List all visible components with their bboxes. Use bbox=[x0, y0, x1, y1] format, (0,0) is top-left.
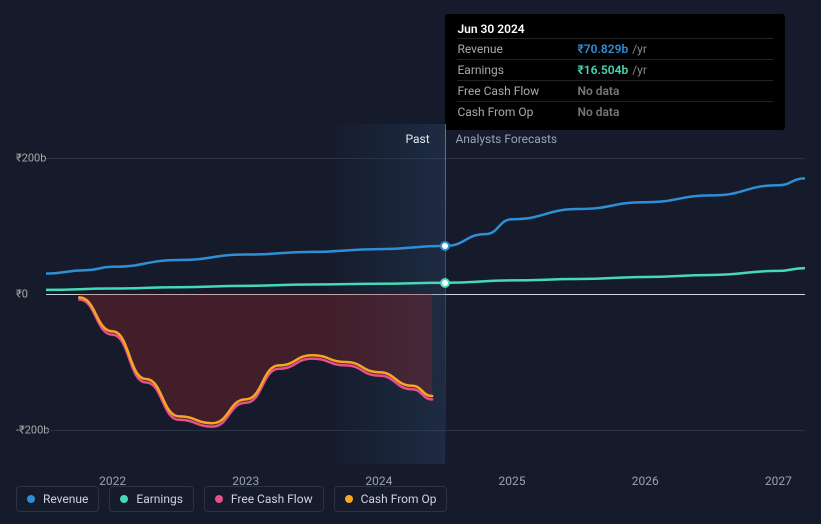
legend-toggle[interactable]: Cash From Op bbox=[334, 486, 448, 512]
legend-dot-icon bbox=[120, 495, 128, 503]
legend-label: Revenue bbox=[43, 492, 88, 506]
y-axis-tick: -₹200b bbox=[16, 424, 49, 437]
tooltip-row: Revenue₹70.829b/yr bbox=[457, 38, 773, 59]
tooltip-metric-value: No data bbox=[577, 84, 619, 98]
tooltip-metric-suffix: /yr bbox=[632, 42, 647, 56]
tooltip-row: Earnings₹16.504b/yr bbox=[457, 59, 773, 80]
x-axis-tick: 2027 bbox=[765, 474, 792, 488]
tooltip-metric-label: Cash From Op bbox=[457, 105, 577, 119]
tooltip-metric-label: Revenue bbox=[457, 42, 577, 56]
legend-dot-icon bbox=[215, 495, 223, 503]
chart-svg bbox=[46, 124, 805, 464]
legend-label: Free Cash Flow bbox=[231, 492, 313, 506]
hover-tooltip: Jun 30 2024 Revenue₹70.829b/yrEarnings₹1… bbox=[445, 14, 785, 130]
legend-toggle[interactable]: Revenue bbox=[16, 486, 99, 512]
legend-label: Cash From Op bbox=[361, 492, 437, 506]
series-line-earnings bbox=[46, 268, 805, 290]
legend-dot-icon bbox=[27, 495, 35, 503]
hover-marker bbox=[440, 278, 450, 288]
x-axis-tick: 2025 bbox=[499, 474, 526, 488]
tooltip-metric-value: ₹16.504b bbox=[577, 63, 628, 77]
tooltip-date: Jun 30 2024 bbox=[457, 22, 773, 36]
chart-legend: Revenue Earnings Free Cash Flow Cash From O… bbox=[16, 486, 447, 512]
hover-marker bbox=[440, 241, 450, 251]
tooltip-metric-value: ₹70.829b bbox=[577, 42, 628, 56]
tooltip-metric-label: Earnings bbox=[457, 63, 577, 77]
tooltip-row: Cash From OpNo data bbox=[457, 101, 773, 122]
x-axis-tick: 2026 bbox=[632, 474, 659, 488]
financials-chart[interactable]: ₹200b₹0-₹200b Past Analysts Forecasts 20… bbox=[16, 124, 805, 464]
tooltip-metric-value: No data bbox=[577, 105, 619, 119]
tooltip-metric-suffix: /yr bbox=[632, 63, 647, 77]
tooltip-row: Free Cash FlowNo data bbox=[457, 80, 773, 101]
legend-dot-icon bbox=[345, 495, 353, 503]
legend-label: Earnings bbox=[136, 492, 183, 506]
y-axis-tick: ₹0 bbox=[16, 288, 28, 301]
tooltip-metric-label: Free Cash Flow bbox=[457, 84, 577, 98]
legend-toggle[interactable]: Earnings bbox=[109, 486, 194, 512]
y-axis-tick: ₹200b bbox=[16, 152, 46, 165]
series-line-revenue bbox=[46, 178, 805, 273]
legend-toggle[interactable]: Free Cash Flow bbox=[204, 486, 324, 512]
